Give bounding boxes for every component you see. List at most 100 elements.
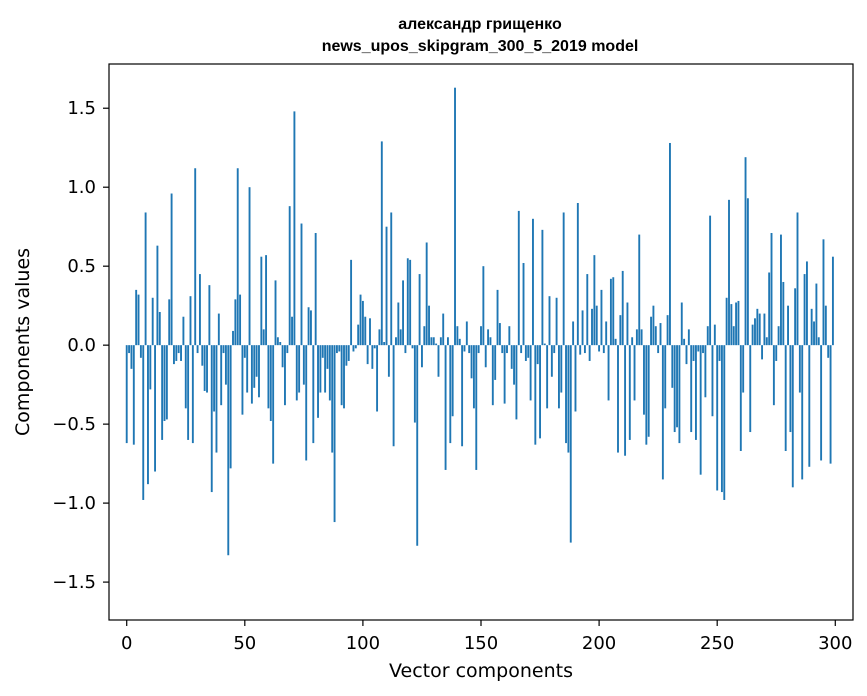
- bar: [250, 345, 253, 404]
- bar: [803, 274, 806, 346]
- bar: [125, 345, 128, 444]
- bar: [527, 345, 530, 358]
- bar: [494, 345, 497, 380]
- bar: [352, 345, 355, 352]
- bar: [454, 87, 456, 346]
- bar: [565, 345, 567, 444]
- bar: [201, 345, 204, 366]
- bar: [508, 326, 511, 346]
- bar: [546, 345, 549, 409]
- bar: [461, 345, 464, 447]
- bar: [449, 345, 452, 444]
- bar: [442, 313, 445, 346]
- bar: [780, 234, 782, 346]
- bar: [765, 337, 768, 346]
- bar: [399, 329, 402, 346]
- bar: [718, 345, 721, 361]
- x-axis-ticks: 0 50 100 150 200 250 300: [121, 620, 852, 654]
- bar: [137, 294, 140, 346]
- bar: [770, 233, 773, 346]
- bar: [359, 294, 362, 346]
- bar: [732, 326, 735, 346]
- bar: [468, 345, 471, 354]
- bar: [286, 345, 289, 354]
- x-tick-label: 100: [346, 633, 380, 654]
- bar: [390, 212, 393, 346]
- bar: [156, 245, 159, 346]
- bar: [385, 226, 388, 346]
- bar: [428, 305, 430, 346]
- bar: [513, 345, 516, 385]
- bar: [423, 326, 426, 346]
- bar: [609, 278, 612, 346]
- bar: [168, 299, 171, 346]
- bar: [593, 255, 596, 346]
- bar: [331, 345, 334, 453]
- bar: [555, 297, 558, 346]
- bar: [822, 239, 825, 346]
- bar: [558, 345, 560, 409]
- bar: [435, 343, 438, 346]
- bar: [652, 305, 655, 346]
- bar: [751, 324, 754, 346]
- bar: [789, 345, 792, 433]
- y-axis-label: Components values: [12, 248, 34, 436]
- bar: [676, 345, 678, 428]
- bar: [463, 345, 466, 352]
- bar: [595, 305, 598, 346]
- bar: [480, 326, 482, 346]
- bar: [529, 345, 532, 401]
- bar: [588, 345, 591, 361]
- bar: [267, 345, 270, 409]
- bar: [583, 345, 586, 354]
- bar: [397, 302, 400, 346]
- bar: [806, 261, 808, 346]
- x-axis-label: Vector components: [389, 660, 573, 682]
- y-axis-ticks: −1.5 −1.0 −0.5 0.0 0.5 1.0 1.5: [52, 98, 109, 593]
- bar: [319, 345, 322, 393]
- chart-title: александр грищенко: [398, 16, 562, 33]
- bar: [756, 308, 759, 346]
- bar: [808, 345, 811, 467]
- bar: [543, 343, 546, 346]
- bar: [430, 337, 433, 346]
- bar: [255, 345, 258, 377]
- bar: [262, 329, 265, 346]
- bar: [702, 345, 704, 354]
- bar: [735, 302, 738, 346]
- bar: [567, 345, 570, 453]
- bar: [295, 345, 298, 401]
- bar: [326, 345, 329, 369]
- bar: [276, 337, 279, 346]
- bar: [340, 345, 343, 406]
- bar: [350, 259, 353, 346]
- bar: [366, 345, 369, 365]
- bar: [560, 345, 563, 393]
- bar: [165, 345, 168, 420]
- x-tick-label: 50: [233, 633, 256, 654]
- bar: [579, 345, 582, 355]
- bar: [626, 302, 629, 346]
- bar: [404, 345, 407, 354]
- bar: [824, 305, 827, 346]
- bar: [487, 329, 490, 346]
- bar: [477, 345, 480, 354]
- bar: [581, 310, 584, 346]
- plot-frame: [108, 63, 854, 621]
- bar: [791, 345, 794, 488]
- bar: [671, 345, 674, 388]
- bar: [520, 345, 523, 354]
- bar: [720, 345, 723, 493]
- bar: [206, 345, 208, 393]
- bar: [425, 242, 428, 346]
- bar: [569, 345, 572, 543]
- bar: [300, 223, 303, 346]
- bar: [177, 345, 180, 354]
- bar: [690, 345, 693, 433]
- bar: [338, 345, 341, 352]
- bar: [794, 288, 797, 346]
- bar: [498, 323, 501, 346]
- bar: [820, 345, 823, 461]
- bar: [506, 345, 508, 354]
- bar: [314, 233, 317, 346]
